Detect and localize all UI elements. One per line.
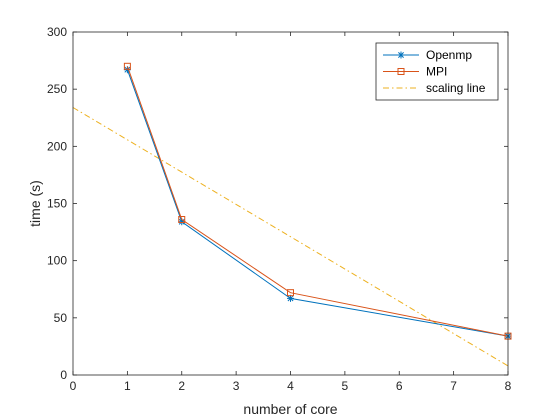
- series-mpi: [123, 62, 512, 340]
- data-point-mpi: [178, 216, 186, 224]
- y-tick-label: 300: [47, 25, 67, 39]
- y-tick-label: 200: [47, 139, 67, 153]
- data-point-mpi: [287, 289, 294, 297]
- data-point-openmp: [178, 218, 186, 226]
- x-tick-label: 3: [233, 379, 240, 393]
- y-tick-label: 50: [54, 311, 68, 325]
- x-tick-label: 4: [287, 379, 294, 393]
- legend-label-mpi: MPI: [426, 65, 447, 79]
- series-line-mpi: [126, 66, 509, 337]
- x-tick-label: 8: [505, 379, 512, 393]
- legend-item-openmp: Openmp: [383, 48, 472, 62]
- data-point-openmp: [287, 294, 294, 302]
- x-tick-label: 0: [70, 379, 77, 393]
- legend-marker-mpi: [397, 68, 405, 75]
- x-tick-label: 5: [342, 379, 349, 393]
- legend-marker-openmp: [397, 51, 405, 59]
- series-line-scaling-line: [72, 107, 509, 367]
- y-tick-label: 0: [60, 368, 67, 382]
- x-axis-label: number of core: [243, 401, 337, 417]
- legend-label-openmp: Openmp: [426, 48, 472, 62]
- legend-item-mpi: MPI: [383, 65, 447, 79]
- y-tick-label: 100: [47, 254, 67, 268]
- x-tick-label: 7: [450, 379, 457, 393]
- y-axis-label: time (s): [27, 180, 43, 227]
- x-tick-label: 6: [396, 379, 403, 393]
- y-tick-label: 250: [47, 82, 67, 96]
- legend-item-scaling-line: scaling line: [383, 81, 486, 95]
- legend-label-scaling-line: scaling line: [426, 81, 486, 95]
- legend: Openmp MPI scaling line: [375, 42, 499, 101]
- x-tick-label: 1: [124, 379, 131, 393]
- data-point-mpi: [123, 62, 131, 70]
- plot-area: [72, 62, 512, 367]
- axes: 0 1 2 3 4 5 6 7 8 0 50 100 150 200 250 300 number of cor…: [27, 25, 512, 417]
- x-tick-label: 2: [178, 379, 185, 393]
- series-scaling-line: [72, 107, 509, 367]
- y-tick-label: 150: [47, 197, 67, 211]
- series-line-openmp: [126, 69, 509, 337]
